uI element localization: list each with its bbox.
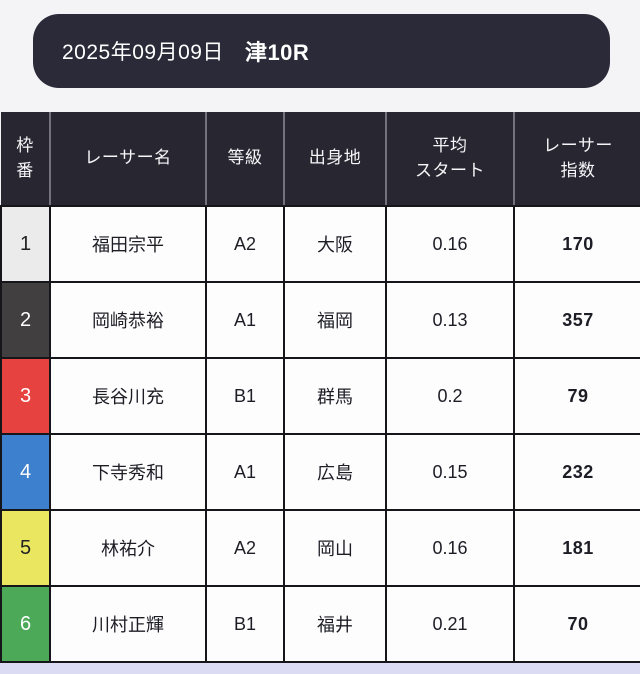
origin-cell: 広島 (283, 433, 387, 511)
racers-table: 枠 番 レーサー名 等級 出身地 平均 スタート レーサー 指数 1 福田宗平 … (0, 112, 640, 663)
frame-number-cell: 5 (0, 509, 51, 587)
origin-cell: 福井 (283, 585, 387, 663)
table-row: 4 下寺秀和 A1 広島 0.15 232 (0, 433, 640, 511)
racer-index-cell: 232 (513, 433, 640, 511)
origin-cell: 群馬 (283, 357, 387, 435)
table-header: 枠 番 レーサー名 等級 出身地 平均 スタート レーサー 指数 (1, 112, 640, 207)
avg-start-cell: 0.13 (385, 281, 515, 359)
frame-number-cell: 3 (0, 357, 51, 435)
racer-name-cell: 下寺秀和 (49, 433, 207, 511)
grade-cell: B1 (205, 357, 285, 435)
frame-number-cell: 2 (0, 281, 51, 359)
racer-index-cell: 357 (513, 281, 640, 359)
frame-number-cell: 1 (0, 206, 51, 283)
avg-start-cell: 0.16 (385, 206, 515, 283)
racer-index-cell: 79 (513, 357, 640, 435)
frame-number-cell: 4 (0, 433, 51, 511)
table-row: 5 林祐介 A2 岡山 0.16 181 (0, 509, 640, 587)
frame-number-cell: 6 (0, 585, 51, 663)
origin-cell: 福岡 (283, 281, 387, 359)
table-row: 2 岡崎恭裕 A1 福岡 0.13 357 (0, 281, 640, 359)
grade-cell: A1 (205, 433, 285, 511)
bottom-strip (0, 663, 640, 674)
race-date: 2025年09月09日 (62, 41, 224, 64)
col-header-racer-index: レーサー 指数 (514, 112, 640, 207)
racer-name-cell: 福田宗平 (49, 206, 207, 283)
racer-name-cell: 林祐介 (49, 509, 207, 587)
col-header-avg-start: 平均 スタート (386, 112, 515, 207)
grade-cell: A1 (205, 281, 285, 359)
racer-index-cell: 170 (513, 206, 640, 283)
table-row: 1 福田宗平 A2 大阪 0.16 170 (0, 206, 640, 283)
avg-start-cell: 0.16 (385, 509, 515, 587)
col-header-origin: 出身地 (284, 112, 387, 207)
col-header-racer-name: レーサー名 (50, 112, 207, 207)
racer-index-cell: 70 (513, 585, 640, 663)
racer-index-cell: 181 (513, 509, 640, 587)
avg-start-cell: 0.2 (385, 357, 515, 435)
table-body: 1 福田宗平 A2 大阪 0.16 170 2 岡崎恭裕 A1 福岡 0.13 … (0, 206, 640, 663)
race-header-badge: 2025年09月09日 津10R (33, 14, 610, 88)
race-title: 津10R (244, 40, 310, 65)
col-header-grade: 等級 (206, 112, 285, 207)
grade-cell: B1 (205, 585, 285, 663)
col-header-frame-number: 枠 番 (1, 112, 51, 207)
avg-start-cell: 0.21 (385, 585, 515, 663)
racer-name-cell: 岡崎恭裕 (49, 281, 207, 359)
grade-cell: A2 (205, 509, 285, 587)
origin-cell: 岡山 (283, 509, 387, 587)
table-row: 3 長谷川充 B1 群馬 0.2 79 (0, 357, 640, 435)
avg-start-cell: 0.15 (385, 433, 515, 511)
racer-name-cell: 川村正輝 (49, 585, 207, 663)
racer-name-cell: 長谷川充 (49, 357, 207, 435)
table-row: 6 川村正輝 B1 福井 0.21 70 (0, 585, 640, 663)
grade-cell: A2 (205, 206, 285, 283)
origin-cell: 大阪 (283, 206, 387, 283)
table-header-row: 枠 番 レーサー名 等級 出身地 平均 スタート レーサー 指数 (1, 112, 640, 207)
